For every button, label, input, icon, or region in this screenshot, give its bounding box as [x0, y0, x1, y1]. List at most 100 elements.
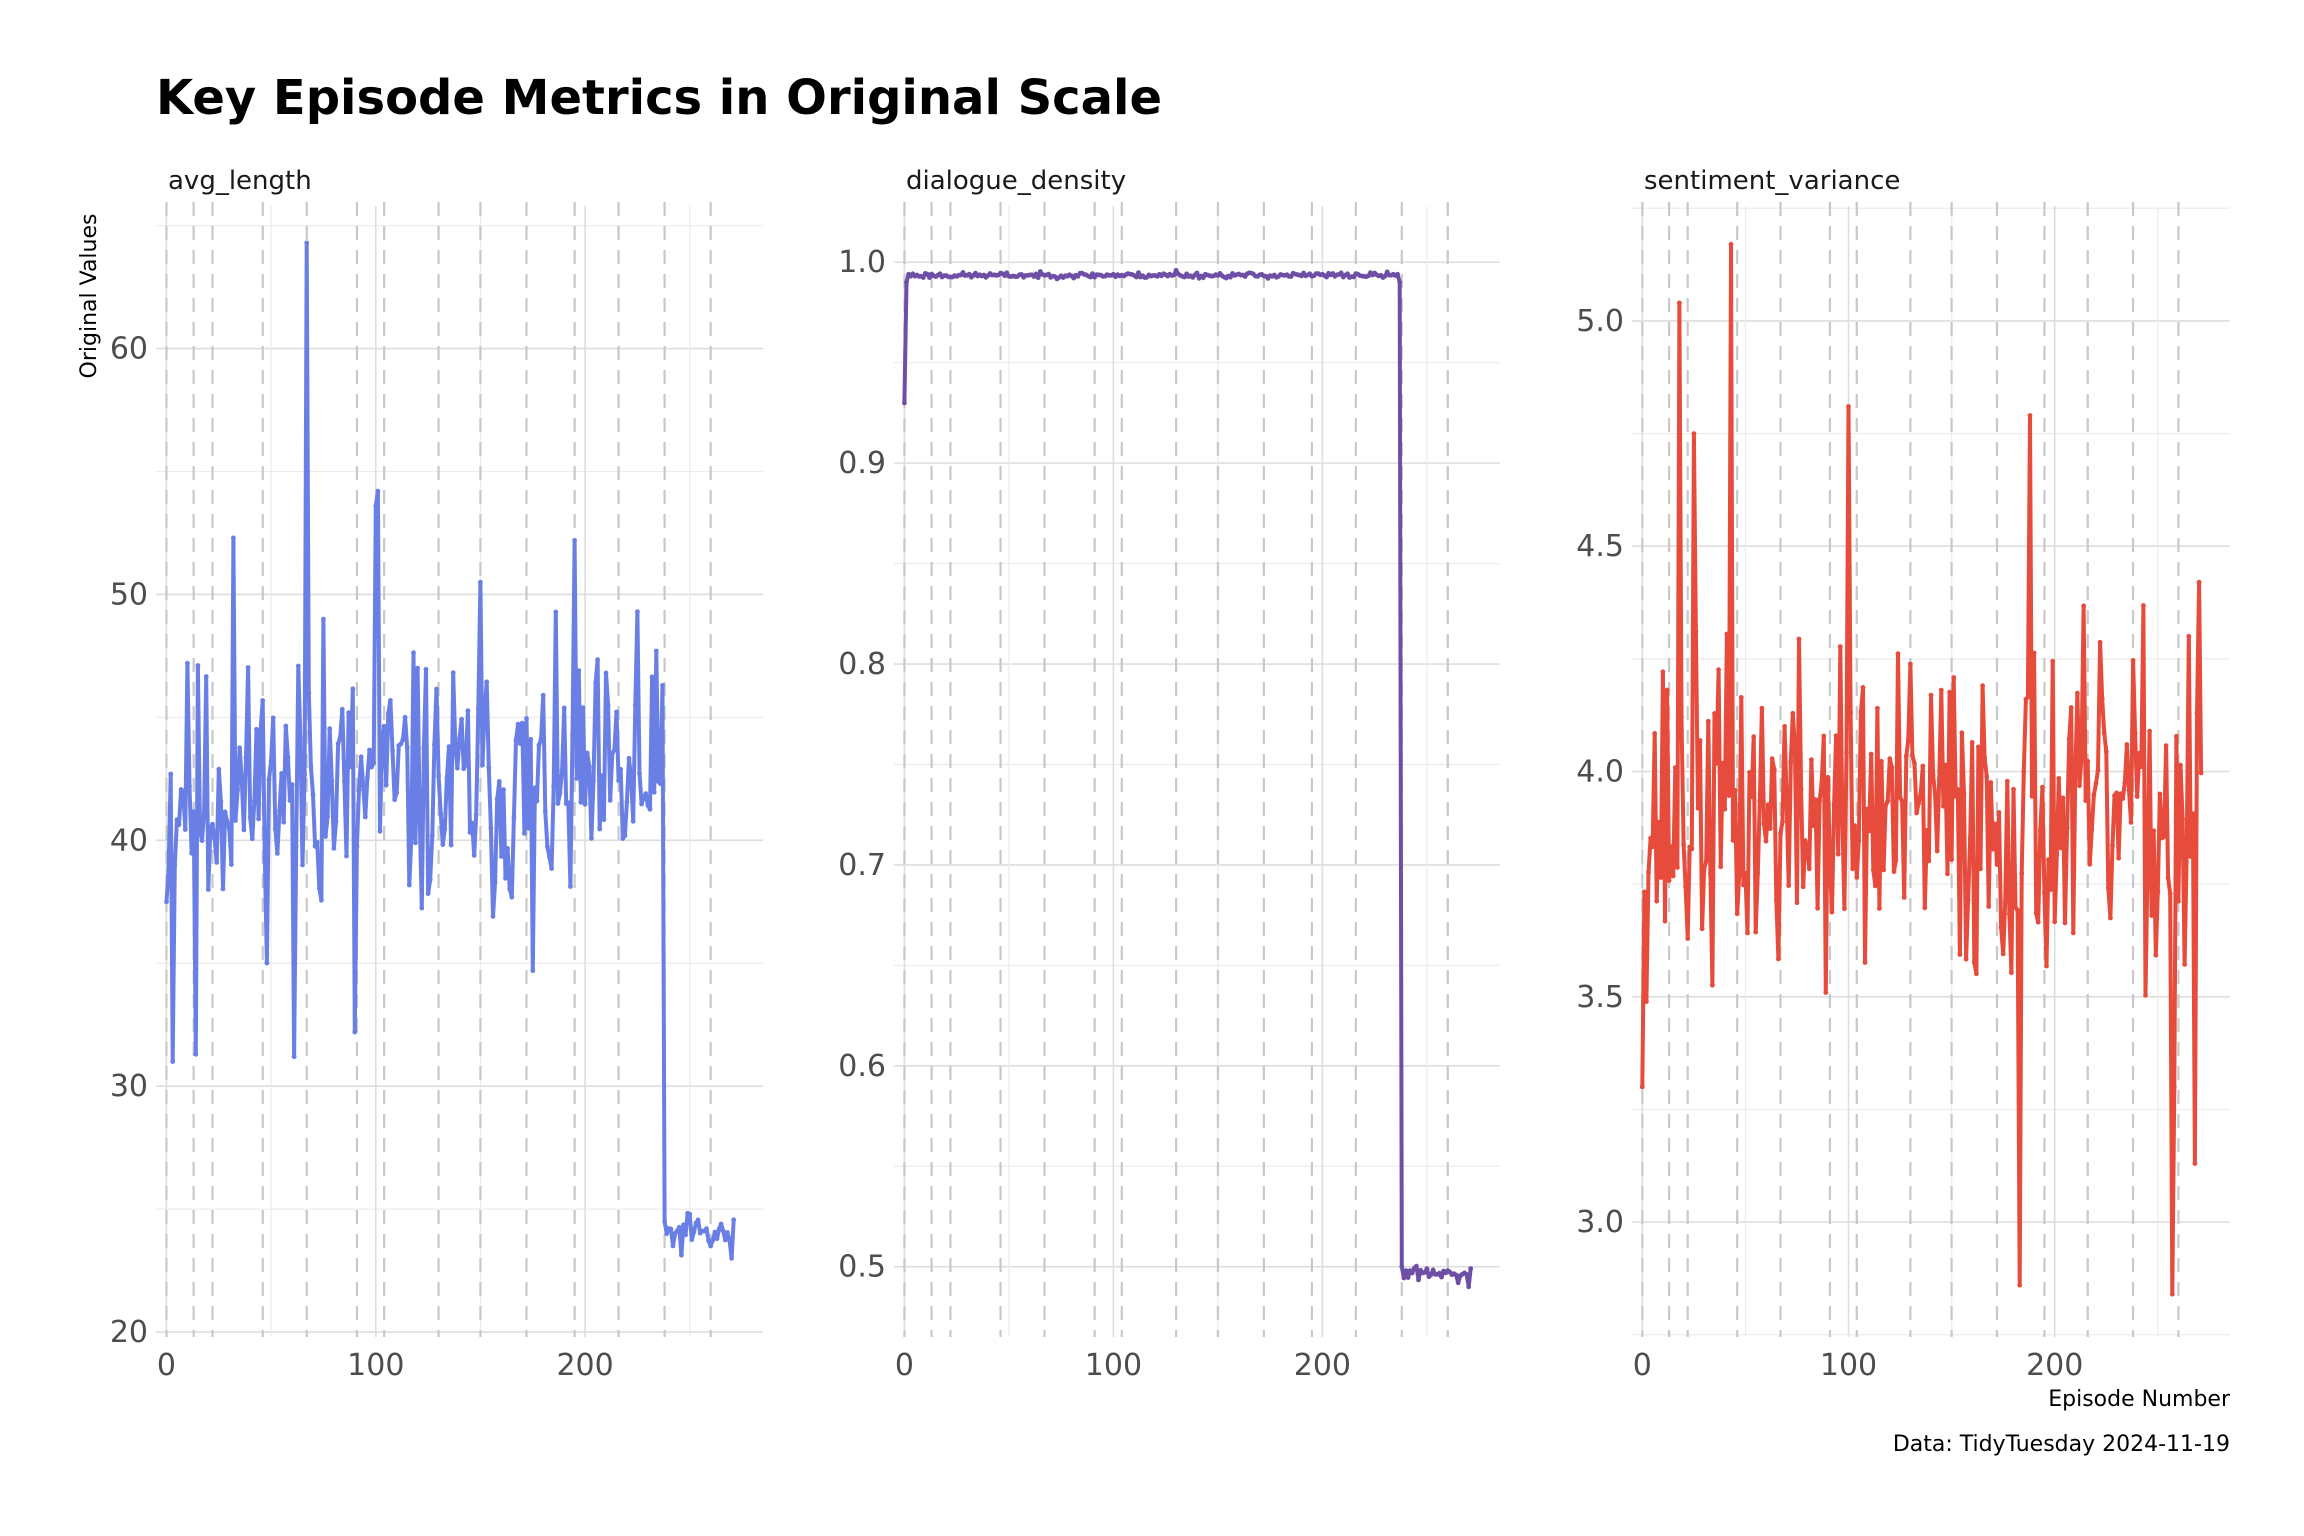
data-point	[1854, 875, 1860, 880]
data-point	[459, 716, 464, 722]
data-point	[337, 735, 343, 740]
chart-title: Key Episode Metrics in Original Scale	[156, 70, 1162, 126]
y-tick-label: 1.0	[838, 245, 886, 280]
data-point	[1848, 709, 1853, 715]
data-point	[2155, 889, 2161, 895]
data-point	[2190, 811, 2196, 817]
data-point	[653, 648, 659, 654]
data-point	[331, 846, 337, 851]
data-point	[1852, 823, 1858, 829]
data-point	[603, 670, 609, 676]
data-point	[1771, 767, 1777, 772]
data-point	[423, 666, 429, 672]
data-point	[413, 840, 418, 846]
data-point	[568, 884, 573, 889]
data-point	[720, 1228, 726, 1234]
data-point	[1813, 797, 1818, 802]
data-point	[2044, 963, 2049, 969]
data-point	[1769, 756, 1775, 762]
data-point	[649, 674, 655, 680]
data-point	[1990, 846, 1996, 852]
data-point	[327, 726, 333, 731]
data-point	[270, 715, 276, 721]
data-point	[1846, 404, 1851, 409]
data-point	[237, 745, 243, 751]
y-tick-label: 3.0	[1576, 1205, 1624, 1240]
data-point	[1872, 883, 1878, 889]
data-point	[2033, 911, 2039, 916]
data-point	[2174, 733, 2179, 739]
data-point	[427, 877, 433, 882]
data-point	[2087, 861, 2093, 867]
data-point	[2075, 690, 2080, 696]
data-point	[578, 799, 584, 805]
data-point	[2060, 795, 2066, 801]
data-point	[626, 755, 632, 761]
data-point	[1732, 788, 1738, 793]
data-point	[1778, 830, 1783, 836]
data-point	[1965, 897, 1971, 903]
data-point	[2097, 639, 2103, 645]
data-point	[492, 879, 498, 885]
x-tick-label: 200	[556, 1348, 613, 1383]
y-tick-label: 30	[110, 1069, 148, 1104]
data-point	[306, 690, 312, 696]
data-point	[1827, 864, 1833, 870]
data-point	[375, 488, 381, 494]
data-point	[2151, 828, 2157, 834]
data-point	[2130, 658, 2136, 663]
data-point	[2118, 791, 2124, 797]
data-point	[471, 853, 477, 858]
data-point	[1850, 866, 1855, 872]
data-point	[1639, 1084, 1645, 1090]
data-point	[2194, 710, 2200, 716]
data-point	[1422, 1270, 1428, 1275]
data-point	[1753, 929, 1759, 935]
data-point	[676, 1224, 682, 1230]
data-point	[185, 660, 190, 666]
data-point	[1646, 869, 1651, 875]
data-point	[2122, 780, 2128, 786]
data-point	[1930, 772, 1936, 778]
data-point	[444, 775, 450, 781]
data-point	[2192, 1161, 2198, 1166]
data-point	[398, 741, 404, 747]
data-point	[1767, 826, 1773, 831]
data-point	[2196, 579, 2202, 585]
data-point	[586, 764, 592, 769]
data-point	[1938, 687, 1944, 693]
data-point	[1228, 274, 1233, 280]
data-point	[1879, 758, 1884, 764]
data-point	[1967, 835, 1973, 841]
data-point	[287, 798, 293, 803]
data-point	[191, 809, 197, 815]
data-point	[2015, 907, 2020, 913]
data-point	[419, 905, 425, 911]
data-point	[329, 778, 335, 784]
data-point	[1736, 873, 1742, 878]
data-point	[647, 806, 653, 812]
y-tick-label: 0.8	[838, 647, 886, 682]
data-point	[245, 665, 251, 670]
data-point	[1809, 757, 1814, 763]
data-point	[1943, 762, 1948, 768]
data-point	[662, 1219, 667, 1224]
data-point	[2143, 992, 2148, 998]
x-tick-label: 0	[157, 1348, 176, 1383]
data-point	[584, 750, 590, 756]
data-point	[503, 875, 508, 881]
data-point	[1757, 798, 1763, 804]
data-point	[1903, 753, 1909, 759]
data-point	[383, 782, 389, 788]
data-point	[674, 1228, 680, 1234]
data-point	[1738, 695, 1744, 700]
data-point	[2007, 911, 2012, 917]
data-point	[421, 745, 427, 751]
data-point	[1829, 909, 1835, 915]
data-point	[377, 828, 383, 834]
data-point	[385, 711, 391, 716]
data-point	[532, 785, 538, 791]
data-point	[210, 821, 215, 827]
y-tick-label: 0.9	[838, 446, 886, 481]
data-point	[279, 771, 284, 776]
